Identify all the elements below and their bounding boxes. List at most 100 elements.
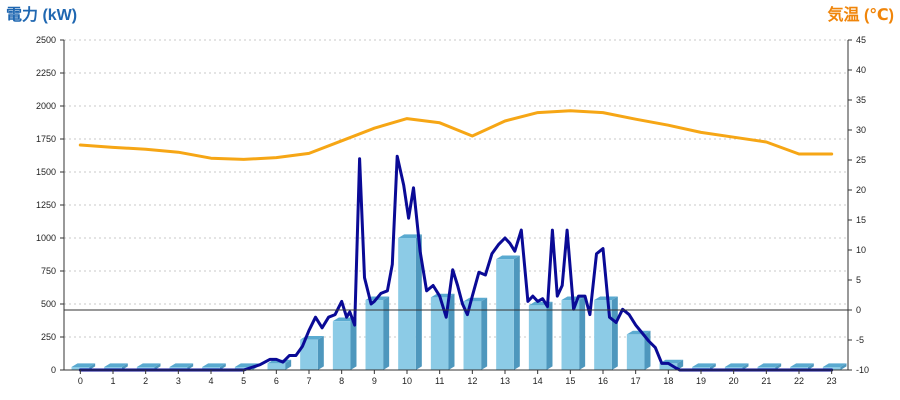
x-tick-label: 14 [533, 376, 543, 386]
bar [365, 300, 384, 370]
bar-top [626, 330, 651, 335]
right-tick-label: -10 [856, 365, 869, 375]
bar-side [840, 363, 847, 370]
left-tick-label: 750 [41, 266, 56, 276]
bar-side [350, 317, 357, 370]
bar [528, 305, 547, 370]
x-tick-label: 5 [241, 376, 246, 386]
right-tick-label: -5 [856, 335, 864, 345]
bar-top [71, 363, 96, 367]
bar-top [757, 363, 782, 367]
bar-side [709, 363, 716, 370]
bar-side [154, 363, 161, 370]
x-tick-label: 3 [176, 376, 181, 386]
x-tick-label: 13 [500, 376, 510, 386]
bar-side [383, 296, 390, 370]
x-tick-label: 6 [274, 376, 279, 386]
bar-side [219, 363, 226, 370]
x-tick-label: 2 [143, 376, 148, 386]
bar-side [415, 234, 422, 370]
bar-side [317, 336, 324, 370]
x-tick-label: 17 [631, 376, 641, 386]
bar [626, 334, 645, 370]
x-tick-label: 20 [729, 376, 739, 386]
right-tick-label: 25 [856, 155, 866, 165]
bar-top [724, 363, 749, 367]
bar-top [463, 297, 488, 302]
x-tick-label: 12 [467, 376, 477, 386]
x-tick-label: 8 [339, 376, 344, 386]
bar [561, 300, 580, 370]
left-tick-label: 0 [51, 365, 56, 375]
right-tick-label: 0 [856, 305, 861, 315]
bar-side [513, 255, 520, 370]
bar-top [104, 363, 128, 367]
bar-side [677, 359, 684, 370]
bar [300, 339, 318, 370]
left-tick-label: 2000 [36, 101, 56, 111]
x-tick-label: 15 [565, 376, 575, 386]
x-tick-label: 16 [598, 376, 608, 386]
left-tick-label: 500 [41, 299, 56, 309]
x-tick-label: 19 [696, 376, 706, 386]
x-tick-label: 1 [110, 376, 115, 386]
bar [594, 300, 612, 370]
power-line [78, 154, 834, 372]
bar-side [742, 363, 749, 370]
right-tick-label: 45 [856, 35, 866, 45]
bar-top [692, 363, 716, 367]
bar [430, 297, 449, 370]
bar-side [775, 363, 782, 370]
bar-series [71, 234, 847, 370]
x-tick-label: 23 [827, 376, 837, 386]
line-series [78, 109, 834, 372]
left-tick-label: 1250 [36, 200, 56, 210]
x-tick-label: 0 [78, 376, 83, 386]
x-tick-label: 21 [761, 376, 771, 386]
left-tick-label: 2250 [36, 68, 56, 78]
bar-side [481, 297, 488, 370]
bar-top [398, 234, 422, 238]
bar-top [169, 363, 194, 367]
x-tick-label: 18 [663, 376, 673, 386]
bar [267, 363, 286, 370]
bar-side [89, 363, 96, 370]
bar [398, 238, 416, 370]
bar-top [332, 317, 357, 322]
right-tick-label: 5 [856, 275, 861, 285]
axes: 02505007501000125015001750200022502500-1… [36, 35, 869, 386]
left-tick-label: 1500 [36, 167, 56, 177]
bar-side [611, 296, 618, 370]
left-tick-label: 1750 [36, 134, 56, 144]
bar-side [285, 359, 292, 370]
bar-top [496, 255, 520, 260]
bar-top [202, 363, 226, 367]
bar-side [121, 363, 128, 370]
bar-side [546, 301, 553, 370]
x-tick-label: 22 [794, 376, 804, 386]
bar [463, 301, 482, 370]
right-tick-label: 40 [856, 65, 866, 75]
left-tick-label: 250 [41, 332, 56, 342]
right-tick-label: 35 [856, 95, 866, 105]
bar-top [822, 363, 847, 367]
bar-side [448, 293, 455, 370]
x-tick-label: 10 [402, 376, 412, 386]
left-tick-label: 1000 [36, 233, 56, 243]
x-tick-label: 4 [208, 376, 213, 386]
left-axis-title: 電力 (kW) [6, 7, 78, 24]
bar-side [579, 296, 586, 370]
bar-side [187, 363, 194, 370]
grid-layer [64, 39, 848, 338]
bar [496, 259, 514, 370]
bar-side [807, 363, 814, 370]
right-tick-label: 20 [856, 185, 866, 195]
left-tick-label: 2500 [36, 35, 56, 45]
bar-top [790, 363, 814, 367]
right-tick-label: 30 [856, 125, 866, 135]
bar [659, 363, 678, 370]
right-tick-label: 10 [856, 245, 866, 255]
bar [332, 321, 351, 370]
